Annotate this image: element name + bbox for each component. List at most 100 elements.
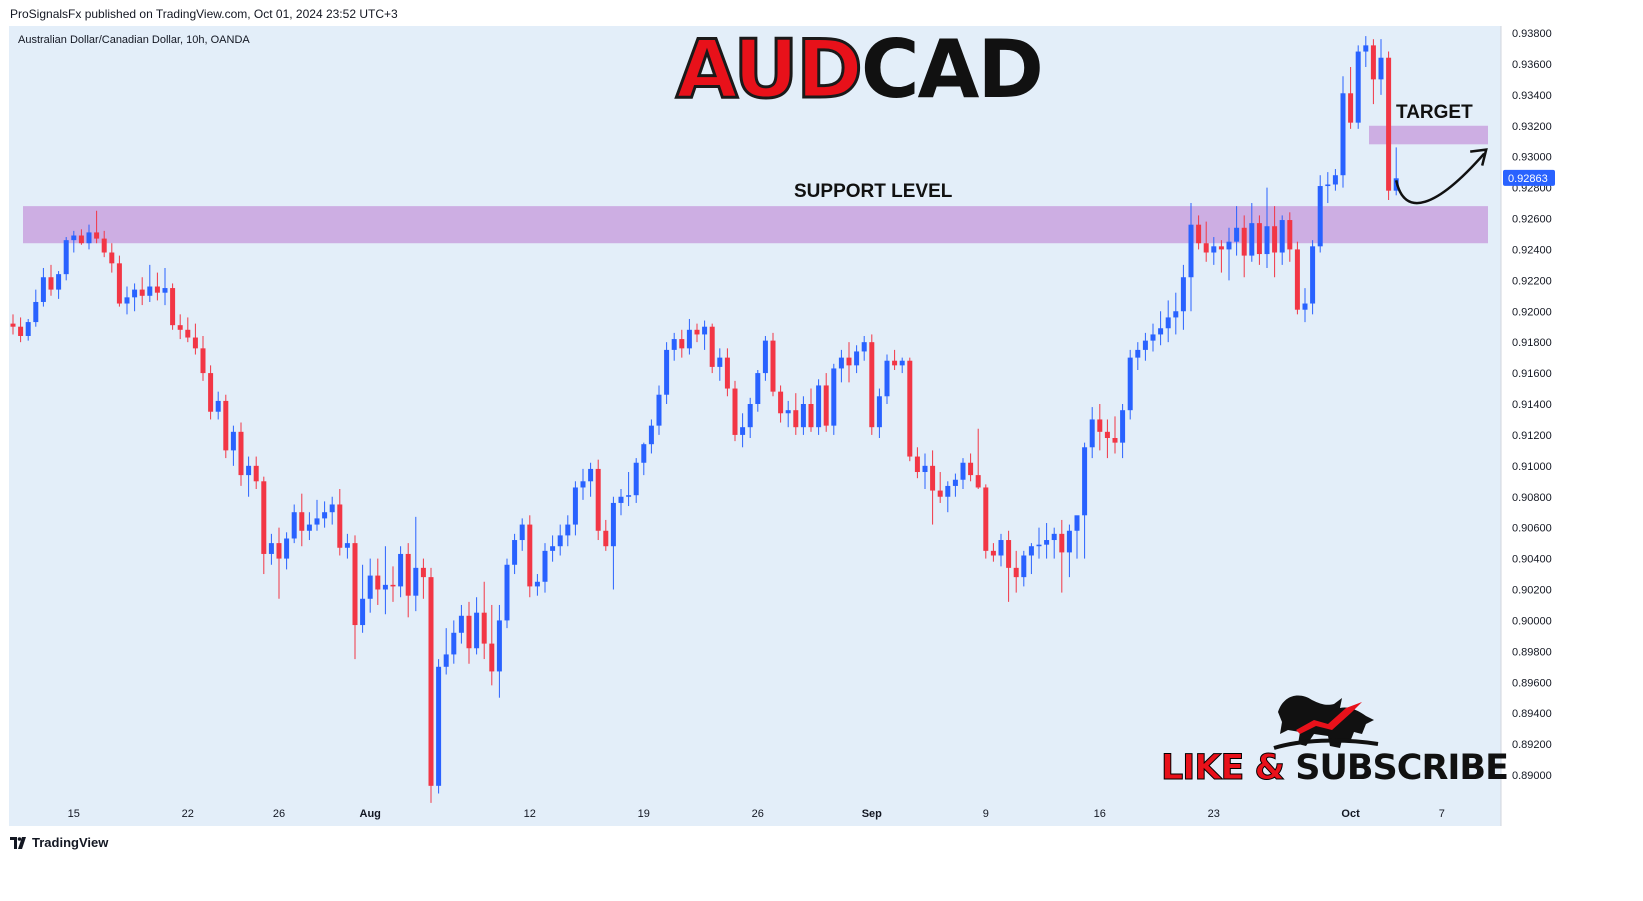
- candle-body: [1256, 223, 1262, 255]
- candle-body: [1355, 51, 1361, 123]
- candle-body: [1173, 311, 1179, 318]
- candle-body: [63, 240, 69, 275]
- y-tick-label: 0.90400: [1512, 554, 1552, 566]
- candle: [1302, 288, 1308, 323]
- candle-body: [1059, 533, 1065, 553]
- candle-body: [1120, 410, 1126, 443]
- candle: [1165, 300, 1171, 343]
- candle-body: [603, 530, 609, 547]
- candle: [679, 329, 685, 358]
- candle: [565, 515, 571, 547]
- candle-body: [778, 391, 784, 414]
- candle-body: [238, 431, 244, 476]
- candle: [1249, 203, 1255, 262]
- candle-body: [1127, 357, 1133, 411]
- candle: [1348, 67, 1354, 129]
- candle: [648, 419, 654, 454]
- candle-body: [276, 543, 282, 559]
- candle-body: [1142, 340, 1148, 350]
- x-tick-label: 12: [524, 808, 536, 820]
- candle: [382, 546, 388, 615]
- candle-body: [299, 512, 305, 531]
- candle: [132, 283, 138, 312]
- candle: [1226, 227, 1232, 281]
- candle-body: [740, 427, 746, 435]
- candle: [71, 230, 77, 253]
- candle: [40, 267, 46, 307]
- candle: [291, 504, 297, 544]
- candle-body: [1089, 419, 1095, 448]
- y-tick-label: 0.90600: [1512, 523, 1552, 535]
- candle: [1120, 404, 1126, 459]
- candle-body: [937, 490, 943, 497]
- candle: [1370, 39, 1376, 105]
- candle: [246, 456, 252, 497]
- candle: [1021, 550, 1027, 587]
- candle: [1066, 524, 1072, 578]
- candle: [1363, 36, 1369, 68]
- candle: [481, 581, 487, 660]
- candle-body: [1287, 220, 1293, 250]
- candle-body: [78, 235, 84, 244]
- candle: [413, 516, 419, 612]
- candle-body: [1158, 328, 1164, 335]
- candle: [823, 373, 829, 432]
- candle: [1135, 342, 1141, 370]
- candle-body: [1332, 175, 1338, 185]
- candle-body: [595, 468, 601, 531]
- candle-body: [800, 404, 806, 428]
- candle-body: [398, 553, 404, 587]
- candlestick-chart[interactable]: 0.93800 0.93600 0.93400 0.93200 0.93000 0.928…: [9, 26, 1564, 826]
- candle-body: [139, 289, 145, 296]
- candle-body: [1272, 226, 1278, 253]
- candle-body: [641, 444, 647, 463]
- candle: [177, 314, 183, 340]
- candle-body: [268, 543, 274, 554]
- chart-frame[interactable]: 0.93800 0.93600 0.93400 0.93200 0.93000 0.928…: [9, 26, 1564, 826]
- candle: [504, 558, 510, 629]
- candle: [496, 604, 502, 698]
- candle: [116, 255, 122, 307]
- candle: [633, 458, 639, 503]
- candle: [94, 210, 100, 244]
- candle: [139, 277, 145, 306]
- candle-body: [694, 329, 700, 335]
- candle: [922, 453, 928, 490]
- candle: [534, 574, 540, 596]
- candle: [998, 533, 1004, 567]
- candle: [261, 476, 267, 575]
- candle: [1142, 332, 1148, 361]
- candle: [10, 314, 16, 335]
- footer-brand[interactable]: TradingView: [32, 835, 109, 850]
- candle: [284, 532, 290, 570]
- candle-body: [291, 512, 297, 539]
- candle: [610, 496, 616, 590]
- candle: [952, 473, 958, 497]
- candle-body: [390, 584, 396, 587]
- candle: [1241, 215, 1247, 278]
- candle: [185, 317, 191, 343]
- chart-title-cad: CAD: [860, 23, 1044, 116]
- candle: [1028, 543, 1034, 575]
- candle-body: [1180, 277, 1186, 312]
- candle: [975, 428, 981, 490]
- candle: [306, 512, 312, 541]
- candle: [1325, 172, 1331, 204]
- candle-body: [1051, 533, 1057, 541]
- candle: [747, 397, 753, 439]
- target-zone[interactable]: [1369, 125, 1488, 145]
- candle: [709, 323, 715, 374]
- candle-body: [124, 297, 130, 304]
- candle-body: [945, 485, 951, 497]
- candle-body: [162, 288, 168, 293]
- candle: [162, 267, 168, 306]
- x-tick-label: 26: [752, 808, 764, 820]
- candle: [519, 518, 525, 551]
- candle-body: [1104, 431, 1110, 439]
- candle-body: [1378, 57, 1384, 80]
- candle-body: [1279, 220, 1285, 253]
- candle-body: [724, 357, 730, 389]
- candle: [861, 335, 867, 361]
- candle-body: [755, 373, 761, 404]
- candle: [937, 472, 943, 503]
